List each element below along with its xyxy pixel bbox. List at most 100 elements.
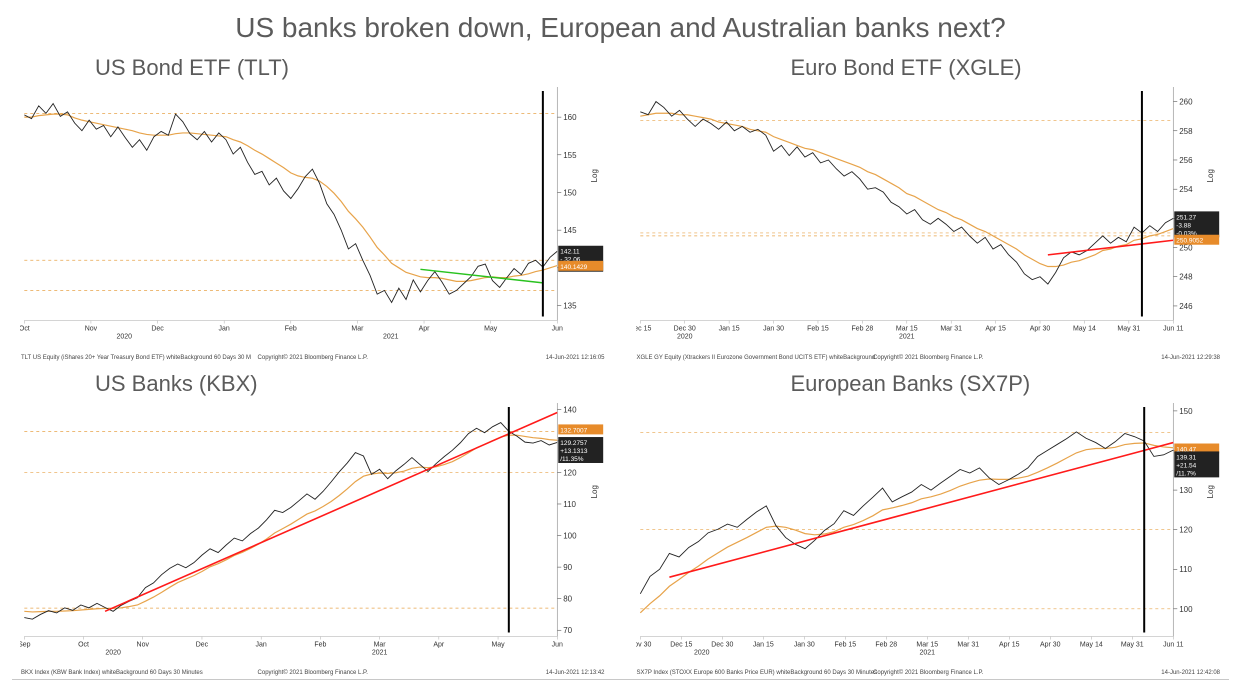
svg-text:246: 246 [1179, 302, 1193, 311]
svg-text:Dec 30: Dec 30 [711, 641, 733, 648]
svg-text:Nov: Nov [137, 641, 150, 648]
svg-text:Mar: Mar [351, 326, 364, 333]
svg-text:Feb 15: Feb 15 [834, 641, 856, 648]
svg-text:140: 140 [563, 405, 577, 414]
svg-text:Apr 15: Apr 15 [985, 326, 1006, 333]
svg-text:May 14: May 14 [1073, 326, 1096, 333]
svg-text:254: 254 [1179, 185, 1193, 194]
svg-text:110: 110 [1179, 565, 1192, 574]
svg-text:May 31: May 31 [1117, 326, 1140, 333]
svg-text:Mar 31: Mar 31 [940, 326, 962, 333]
svg-text:Mar 15: Mar 15 [895, 326, 917, 333]
chart-copyright-tlt: Copyright© 2021 Bloomberg Finance L.P. [258, 355, 368, 361]
chart-source-xgle: XGLE GY Equity (Xtrackers II Eurozone Go… [637, 355, 876, 361]
svg-text:258: 258 [1179, 127, 1193, 136]
svg-text:129.2757: 129.2757 [560, 440, 587, 447]
svg-text:250: 250 [1179, 244, 1193, 253]
svg-text:Jan: Jan [256, 641, 267, 648]
svg-text:Mar: Mar [374, 641, 387, 648]
svg-text:Feb 15: Feb 15 [807, 326, 829, 333]
svg-text:Apr 30: Apr 30 [1029, 326, 1050, 333]
svg-text:May: May [491, 641, 505, 648]
svg-text:Dec: Dec [151, 326, 164, 333]
svg-text:100: 100 [563, 531, 577, 540]
svg-text:Log: Log [1206, 485, 1215, 498]
chart-source-sx7p: SX7P Index (STOXX Europe 600 Banks Price… [637, 670, 878, 676]
svg-text:Dec 30: Dec 30 [673, 326, 695, 333]
svg-text:142.11: 142.11 [560, 249, 580, 256]
svg-text:Jun: Jun [552, 641, 563, 648]
chart-panel-xgle: Euro Bond ETF (XGLE) 2462482502522542562… [631, 55, 1227, 361]
chart-title-xgle: Euro Bond ETF (XGLE) [631, 55, 1022, 81]
chart-panel-sx7p: European Banks (SX7P) 100110120130140150… [631, 371, 1227, 677]
svg-text:120: 120 [1179, 525, 1193, 534]
chart-copyright-sx7p: Copyright© 2021 Bloomberg Finance L.P. [873, 670, 983, 676]
page-title: US banks broken down, European and Austr… [0, 0, 1241, 44]
svg-text:+13.1313: +13.1313 [560, 448, 588, 455]
svg-text:251.27: 251.27 [1176, 214, 1196, 221]
svg-text:Apr: Apr [419, 326, 431, 333]
svg-text:80: 80 [563, 594, 572, 603]
svg-text:260: 260 [1179, 98, 1193, 107]
svg-text:110: 110 [563, 499, 576, 508]
svg-text:2021: 2021 [372, 649, 388, 656]
svg-text:Jan 15: Jan 15 [718, 326, 739, 333]
svg-text:Jun: Jun [552, 326, 563, 333]
chart-kbx: 708090100110120130140SepOctNovDecJanFebM… [20, 401, 606, 659]
svg-text:2021: 2021 [899, 334, 915, 341]
svg-text:2020: 2020 [116, 334, 132, 341]
svg-text:+21.54: +21.54 [1176, 462, 1196, 469]
svg-text:150: 150 [563, 188, 577, 197]
svg-text:Sep: Sep [20, 641, 31, 648]
svg-text:Feb: Feb [285, 326, 297, 333]
svg-text:Apr 15: Apr 15 [999, 641, 1020, 648]
chart-title-kbx: US Banks (KBX) [15, 371, 258, 397]
svg-text:Jun 11: Jun 11 [1163, 641, 1184, 648]
svg-text:132.7007: 132.7007 [560, 427, 587, 434]
chart-xgle: 246248250252254256258260Dec 15Dec 30Jan … [636, 85, 1222, 343]
chart-panel-tlt: US Bond ETF (TLT) 135140145150155160OctN… [15, 55, 611, 361]
svg-text:May 31: May 31 [1120, 641, 1143, 648]
svg-text:2021: 2021 [383, 334, 399, 341]
svg-text:-3.88: -3.88 [1176, 222, 1191, 229]
svg-text:256: 256 [1179, 156, 1193, 165]
svg-text:139.31: 139.31 [1176, 454, 1196, 461]
svg-text:120: 120 [563, 468, 577, 477]
chart-sx7p: 100110120130140150Nov 30Dec 15Dec 30Jan … [636, 401, 1222, 659]
svg-text:2021: 2021 [919, 649, 935, 656]
svg-text:Jun 11: Jun 11 [1163, 326, 1184, 333]
svg-text:2020: 2020 [694, 649, 710, 656]
svg-text:Dec: Dec [196, 641, 209, 648]
svg-text:Jan 15: Jan 15 [752, 641, 773, 648]
svg-text:250.9052: 250.9052 [1176, 238, 1203, 245]
chart-timestamp-tlt: 14-Jun-2021 12:16:05 [546, 355, 605, 361]
svg-text:Jan 30: Jan 30 [793, 641, 814, 648]
svg-text:/11.7%: /11.7% [1176, 470, 1196, 477]
chart-timestamp-sx7p: 14-Jun-2021 12:42:08 [1161, 670, 1220, 676]
svg-text:Feb: Feb [314, 641, 326, 648]
svg-text:Log: Log [590, 485, 599, 498]
chart-timestamp-xgle: 14-Jun-2021 12:29:38 [1161, 355, 1220, 361]
svg-text:Feb 28: Feb 28 [851, 326, 873, 333]
svg-text:May: May [484, 326, 498, 333]
svg-text:Apr 30: Apr 30 [1040, 641, 1061, 648]
svg-text:Oct: Oct [20, 326, 30, 333]
chart-copyright-xgle: Copyright© 2021 Bloomberg Finance L.P. [873, 355, 983, 361]
svg-text:Mar 15: Mar 15 [916, 641, 938, 648]
svg-text:100: 100 [1179, 604, 1193, 613]
svg-text:Mar 31: Mar 31 [957, 641, 979, 648]
svg-text:145: 145 [563, 226, 577, 235]
svg-text:Jan 30: Jan 30 [763, 326, 784, 333]
svg-text:/11.35%: /11.35% [560, 455, 584, 462]
svg-text:160: 160 [563, 113, 577, 122]
svg-text:May 14: May 14 [1079, 641, 1102, 648]
svg-text:Dec 15: Dec 15 [670, 641, 692, 648]
chart-panel-kbx: US Banks (KBX) 708090100110120130140SepO… [15, 371, 611, 677]
svg-text:Log: Log [1206, 169, 1215, 182]
svg-text:130: 130 [1179, 486, 1193, 495]
chart-source-kbx: BKX Index (KBW Bank Index) whiteBackgrou… [21, 670, 203, 676]
svg-text:155: 155 [563, 151, 577, 160]
bottom-divider [12, 679, 1229, 680]
svg-text:Dec 15: Dec 15 [636, 326, 651, 333]
svg-text:140.1429: 140.1429 [560, 264, 587, 271]
